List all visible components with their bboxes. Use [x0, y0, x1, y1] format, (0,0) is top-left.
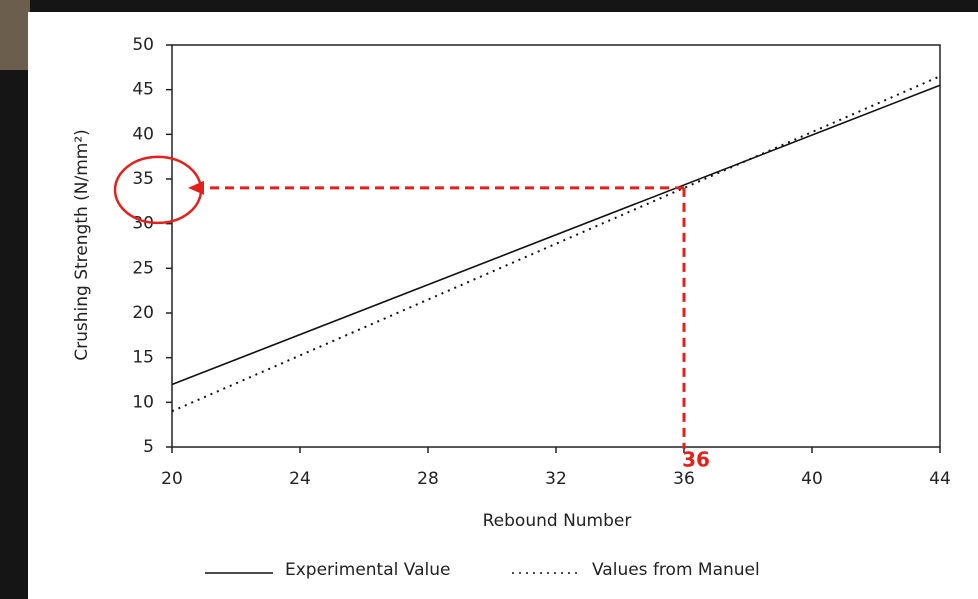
x-tick-label: 36 [673, 469, 695, 489]
x-tick-label: 28 [417, 469, 439, 489]
chart: Rebound Number Crushing Strength (N/mm²)… [0, 0, 978, 599]
y-tick-label: 15 [132, 348, 154, 368]
x-tick-label: 44 [929, 469, 951, 489]
y-tick-label: 20 [132, 303, 154, 323]
x-tick-label: 20 [161, 469, 183, 489]
y-tick-label: 5 [143, 437, 154, 457]
y-tick-label: 35 [132, 169, 154, 189]
photo-corner [0, 0, 30, 70]
x-tick-label: 32 [545, 469, 567, 489]
y-tick-label: 10 [132, 392, 154, 412]
x-tick-label: 24 [289, 469, 311, 489]
y-tick-label: 40 [132, 124, 154, 144]
legend-label: Experimental Value [285, 560, 450, 580]
y-tick-label: 45 [132, 80, 154, 100]
annotation-label: 36 [682, 448, 710, 472]
legend-label: Values from Manuel [592, 560, 760, 580]
x-axis-title: Rebound Number [483, 511, 632, 531]
y-tick-label: 25 [132, 258, 154, 278]
y-axis-title: Crushing Strength (N/mm²) [72, 129, 92, 361]
x-tick-label: 40 [801, 469, 823, 489]
y-tick-label: 50 [132, 35, 154, 55]
